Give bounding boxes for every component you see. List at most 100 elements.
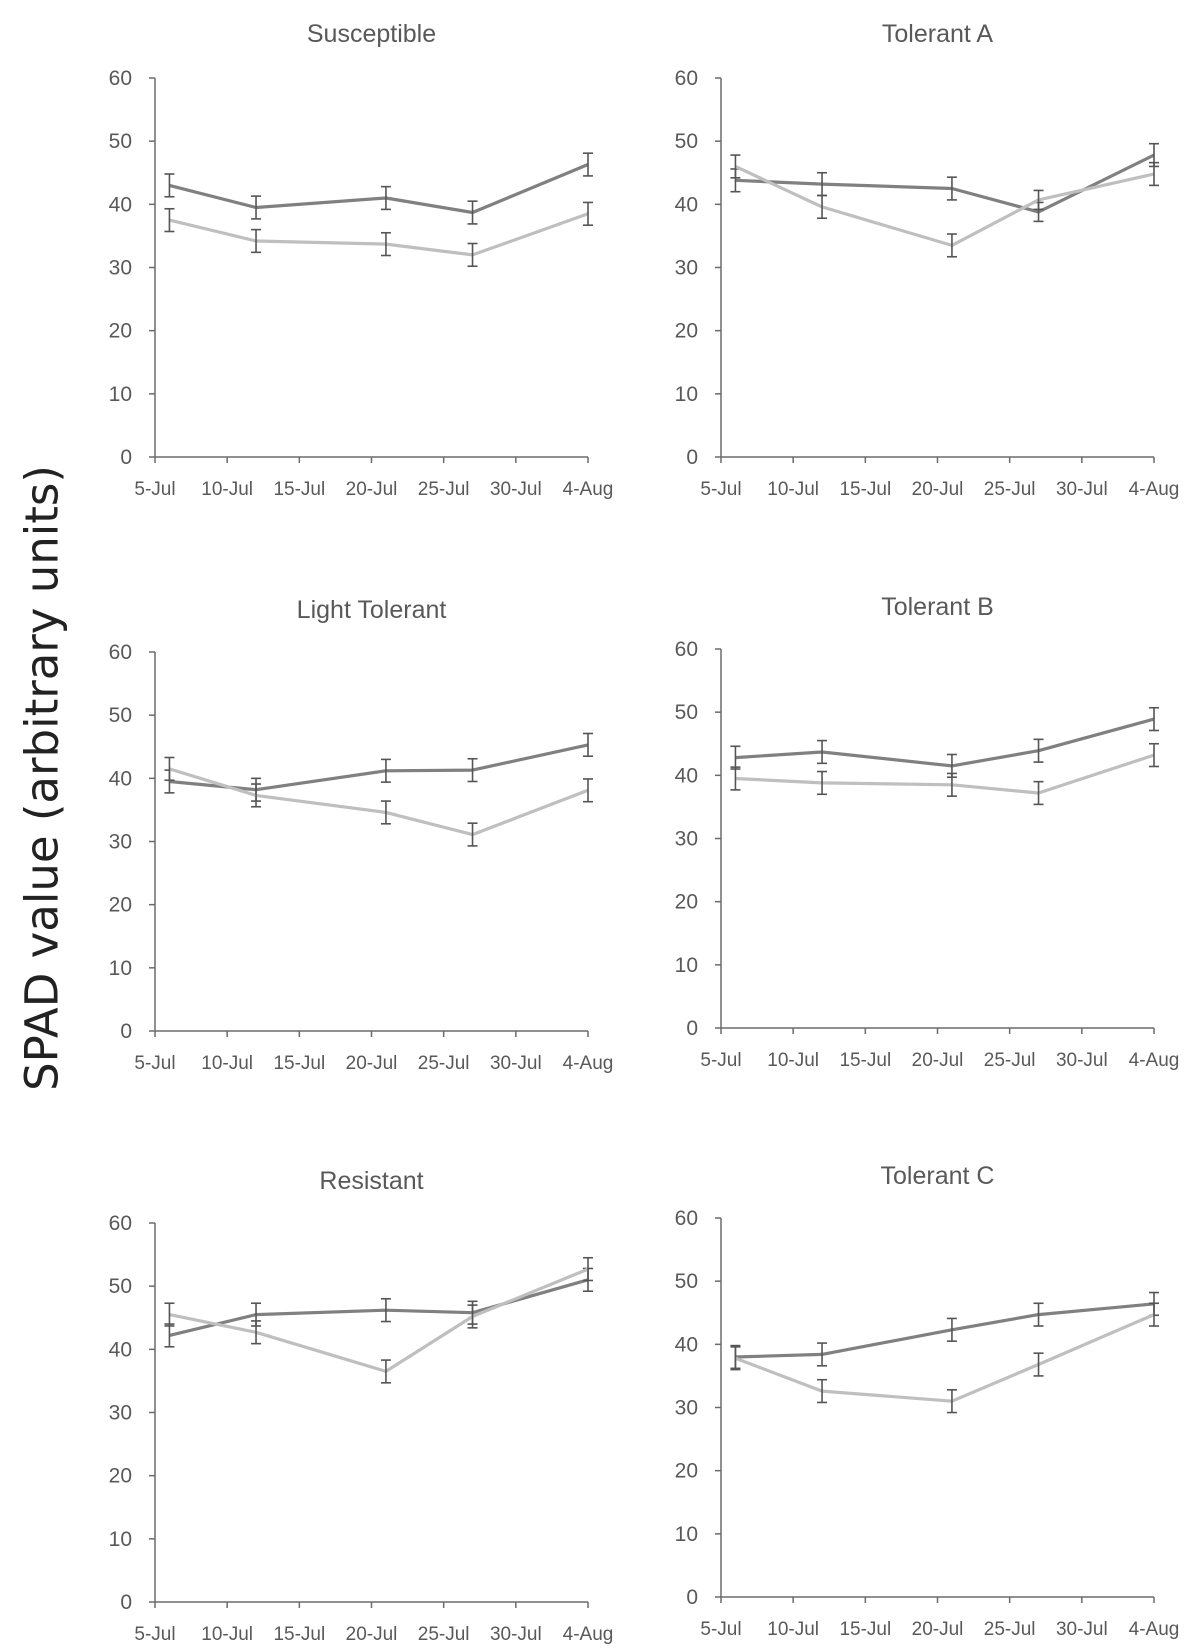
chart-title: Light Tolerant (297, 596, 447, 624)
chart-title: Tolerant B (881, 593, 994, 621)
error-bar (946, 176, 957, 201)
error-bar (583, 732, 593, 758)
error-bar (467, 757, 478, 783)
x-tick-label: 5-Jul (700, 1050, 741, 1071)
error-bar (1033, 780, 1044, 806)
error-bar (1149, 1302, 1159, 1327)
series-line (169, 163, 589, 215)
error-bar (1033, 1302, 1044, 1327)
series-line (734, 1313, 1155, 1403)
y-tick-label: 10 (109, 383, 132, 406)
y-tick-label: 40 (675, 1333, 698, 1356)
y-tick-label: 60 (675, 67, 698, 90)
x-tick-label: 15-Jul (839, 1619, 891, 1640)
chart-panel: Resistant 0 10 20 30 40 50 60 5-Jul 10-Jul 15-Jul 2… (109, 1167, 614, 1645)
chart-title: Tolerant C (881, 1162, 995, 1190)
x-tick-label: 4-Aug (563, 1624, 614, 1645)
chart-title: Tolerant A (882, 20, 994, 48)
y-tick-label: 0 (686, 446, 698, 469)
series-line (735, 753, 1155, 795)
x-tick-label: 25-Jul (984, 1050, 1036, 1071)
y-tick-label: 60 (675, 638, 698, 661)
error-bar (583, 778, 593, 803)
error-bar (817, 194, 828, 220)
y-tick-label: 50 (109, 1275, 132, 1298)
error-bar (380, 800, 391, 825)
y-tick-label: 20 (109, 894, 132, 917)
error-bar (583, 201, 593, 226)
y-tick-label: 40 (675, 193, 698, 216)
x-tick-label: 15-Jul (273, 1624, 325, 1645)
y-tick-label: 40 (675, 764, 698, 787)
series-line (169, 212, 589, 257)
x-tick-label: 20-Jul (346, 1624, 398, 1645)
series-line (735, 717, 1155, 768)
chart-panel: Light Tolerant 0 10 20 30 40 50 60 5-Jul 10-Jul 15… (109, 596, 614, 1074)
error-bar (251, 1320, 262, 1345)
x-tick-label: 20-Jul (346, 1053, 398, 1074)
x-tick-label: 5-Jul (134, 1624, 175, 1645)
x-tick-label: 10-Jul (767, 1050, 819, 1071)
y-tick-label: 20 (675, 1460, 698, 1483)
error-bar (946, 233, 957, 258)
error-bar (380, 231, 391, 257)
x-tick-label: 25-Jul (984, 1619, 1036, 1640)
x-tick-label: 30-Jul (1056, 1050, 1108, 1071)
y-tick-label: 10 (675, 1523, 698, 1546)
x-tick-label: 5-Jul (134, 479, 175, 500)
y-tick-label: 30 (675, 1397, 698, 1420)
y-tick-label: 50 (675, 130, 698, 153)
error-bar (164, 207, 175, 233)
error-bar (1149, 706, 1159, 732)
error-bar (817, 1378, 828, 1404)
x-tick-label: 30-Jul (1056, 1619, 1108, 1640)
y-tick-label: 40 (109, 767, 132, 790)
y-tick-label: 60 (109, 1212, 132, 1235)
x-tick-label: 15-Jul (839, 1050, 891, 1071)
x-tick-label: 20-Jul (912, 479, 964, 500)
y-tick-label: 0 (686, 1586, 698, 1609)
y-tick-label: 40 (109, 1338, 132, 1361)
x-tick-label: 20-Jul (912, 1050, 964, 1071)
y-tick-label: 0 (120, 446, 132, 469)
y-tick-label: 50 (675, 701, 698, 724)
series-line (734, 164, 1155, 247)
y-tick-label: 20 (675, 320, 698, 343)
x-tick-label: 25-Jul (418, 479, 470, 500)
y-tick-label: 10 (109, 1528, 132, 1551)
error-bar (467, 1304, 478, 1329)
error-bar (1033, 1352, 1044, 1377)
y-tick-label: 30 (675, 257, 698, 280)
y-tick-label: 10 (675, 954, 698, 977)
error-bar (817, 1342, 828, 1367)
y-tick-label: 40 (109, 193, 132, 216)
error-bar (946, 772, 957, 797)
x-tick-label: 10-Jul (767, 1619, 819, 1640)
error-bar (1033, 189, 1044, 211)
y-tick-label: 60 (109, 641, 132, 664)
error-bar (164, 1302, 175, 1327)
series-line (735, 1302, 1155, 1359)
error-bar (380, 1298, 391, 1323)
y-tick-label: 60 (675, 1207, 698, 1230)
chart-panel: Tolerant C 0 10 20 30 40 50 60 5-Jul 10-Jul 15-Jul… (675, 1162, 1180, 1640)
y-tick-label: 0 (120, 1591, 132, 1614)
y-tick-label: 0 (120, 1020, 132, 1043)
x-tick-label: 15-Jul (273, 1053, 325, 1074)
x-tick-label: 30-Jul (490, 1624, 542, 1645)
x-tick-label: 5-Jul (700, 1619, 741, 1640)
x-tick-label: 10-Jul (201, 479, 253, 500)
chart-panel: Tolerant B 0 10 20 30 40 50 60 5-Jul 10-Jul 15-Jul… (675, 593, 1180, 1071)
x-tick-label: 4-Aug (1129, 1619, 1180, 1640)
error-bar (583, 1256, 593, 1282)
error-bar (946, 1317, 957, 1342)
error-bar (730, 1346, 741, 1371)
x-tick-label: 10-Jul (767, 479, 819, 500)
chart-panel: Tolerant A 0 10 20 30 40 50 60 5-Jul 10-Jul 15-Jul… (675, 20, 1180, 500)
error-bar (380, 758, 391, 783)
error-bar (164, 756, 175, 782)
x-tick-label: 20-Jul (912, 1619, 964, 1640)
error-bar (730, 154, 741, 179)
y-tick-label: 30 (109, 831, 132, 854)
